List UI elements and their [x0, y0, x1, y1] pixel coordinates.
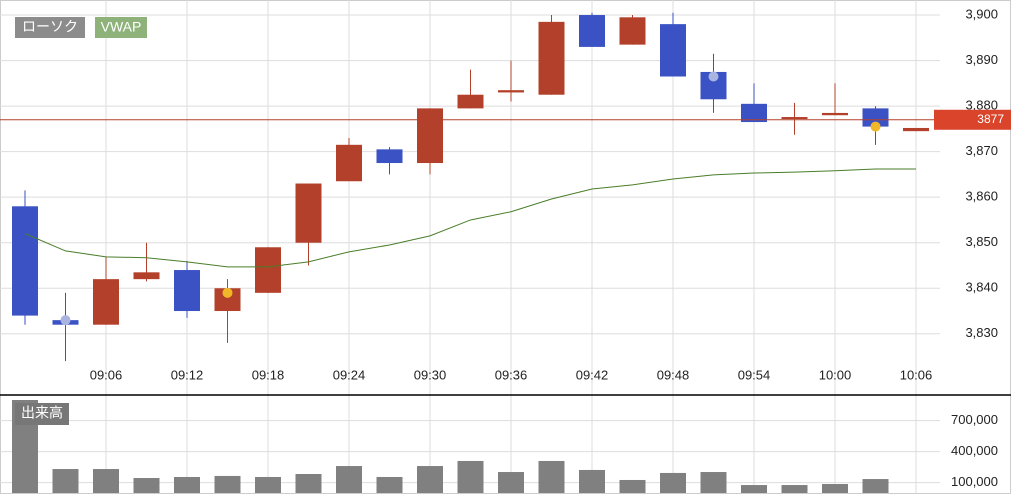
volume-bar	[741, 485, 767, 493]
candle-body	[822, 112, 848, 116]
volume-bar	[498, 472, 524, 493]
legend-label: VWAP	[101, 19, 142, 35]
volume-bar	[93, 469, 119, 493]
volume-bar	[822, 484, 848, 493]
candle-body	[174, 270, 200, 312]
candle-body	[862, 108, 889, 127]
vwap-line	[24, 168, 916, 268]
last-price-label: 3877	[977, 112, 1004, 126]
volume-bar	[376, 476, 403, 493]
volume-bar	[619, 479, 646, 493]
frame	[0, 0, 1011, 494]
x-tick-label: 09:18	[252, 367, 285, 382]
x-tick-label: 09:24	[333, 367, 366, 382]
volume-bar	[660, 472, 686, 493]
x-tick-label: 09:54	[738, 367, 771, 382]
volume-title: 出来高	[21, 405, 63, 421]
y-tick-label: 400,000	[951, 443, 998, 458]
candle-body	[93, 279, 119, 325]
x-tick-label: 09:48	[657, 367, 690, 382]
y-tick-label: 3,900	[965, 6, 998, 21]
legend-box	[95, 17, 147, 38]
candle-body	[498, 90, 524, 93]
candle-body	[295, 183, 322, 243]
last-price-box	[934, 109, 1011, 130]
y-tick-label: 3,860	[965, 189, 998, 204]
volume-bar	[781, 485, 808, 493]
y-tick-label: 100,000	[951, 474, 998, 489]
x-tick-label: 10:00	[819, 367, 852, 382]
x-tick-label: 09:42	[576, 367, 609, 382]
volume-bar	[295, 473, 322, 493]
legend-label: ローソク	[22, 19, 78, 35]
y-tick-label: 3,850	[965, 234, 998, 249]
candle-body	[336, 144, 362, 182]
candle-body	[660, 24, 686, 77]
volume-title-box	[15, 403, 69, 425]
volume-bar	[538, 460, 565, 493]
candle-body	[538, 21, 565, 95]
y-tick-label: 3,840	[965, 280, 998, 295]
volume-bar	[133, 478, 160, 493]
signal-dot	[60, 315, 71, 326]
signal-dot	[222, 287, 233, 298]
volume-bar	[417, 466, 443, 493]
volume-bar	[336, 466, 362, 493]
volume-bar	[174, 476, 200, 493]
volume-bar	[579, 469, 605, 493]
candle-body	[133, 272, 160, 280]
candle-body	[741, 103, 767, 123]
candle-body	[255, 247, 281, 293]
candle-body	[781, 117, 808, 120]
volume-bar	[255, 476, 281, 493]
y-tick-label: 3,830	[965, 325, 998, 340]
x-tick-label: 09:36	[495, 367, 528, 382]
volume-bar	[52, 469, 79, 493]
x-tick-label: 09:30	[414, 367, 447, 382]
volume-bar	[862, 479, 889, 493]
x-tick-label: 09:12	[171, 367, 204, 382]
candle-body	[417, 108, 443, 164]
y-tick-label: 700,000	[951, 412, 998, 427]
candle-body	[579, 15, 605, 47]
y-tick-label: 3,880	[965, 98, 998, 113]
y-tick-label: 3,890	[965, 52, 998, 67]
candle-body	[903, 127, 929, 132]
legend-box	[15, 17, 85, 38]
volume-bar	[700, 472, 727, 493]
volume-bar	[214, 475, 241, 493]
candle-body	[619, 17, 646, 45]
candle-body	[376, 149, 403, 164]
x-tick-label: 09:06	[90, 367, 123, 382]
x-tick-label: 10:06	[900, 367, 933, 382]
candle-body	[12, 206, 38, 316]
signal-dot	[870, 121, 881, 132]
y-tick-label: 3,870	[965, 143, 998, 158]
candle-body	[214, 288, 241, 312]
candle-body	[457, 94, 484, 109]
signal-dot	[708, 71, 719, 82]
volume-bar	[457, 460, 484, 493]
